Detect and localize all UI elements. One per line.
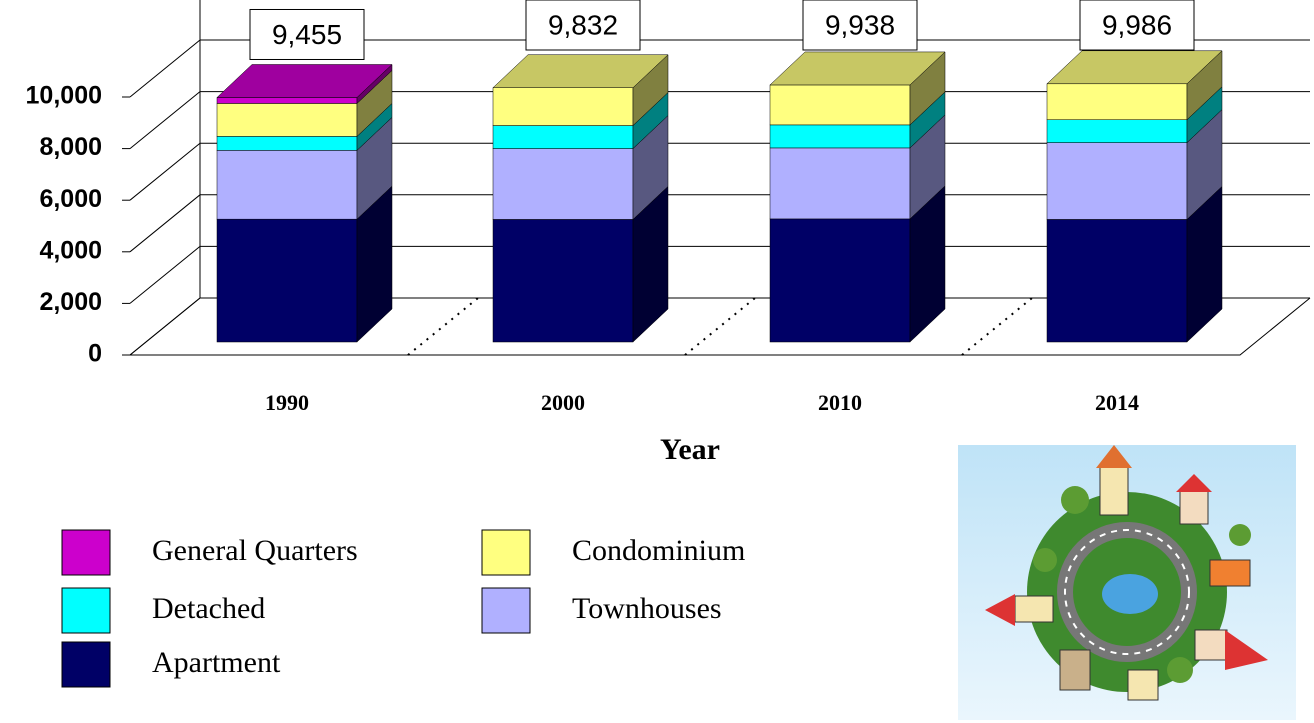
bar-segment (216, 218, 358, 343)
bar-top (492, 54, 669, 88)
bar-segment (492, 125, 634, 149)
bar-segment (216, 97, 358, 104)
total-box (249, 8, 365, 60)
plot: 0 2,000 4,000 6,000 8,000 10,000 1990 9,455 2000… (26, 0, 1311, 688)
bar-segment (1046, 83, 1188, 120)
bar-segment (492, 219, 634, 343)
legend-swatch (61, 641, 111, 688)
y-tick-label: 8,000 (39, 133, 102, 161)
legend-swatch (61, 587, 111, 634)
wall-outline (129, 0, 201, 356)
floor-divider (961, 297, 1033, 356)
bar-top (769, 51, 946, 86)
legend-label: Townhouses (572, 592, 722, 625)
y-tick-label: 2,000 (39, 288, 102, 316)
bar-segment (216, 136, 358, 151)
y-tick-label: 10,000 (26, 82, 102, 110)
legend-label: General Quarters (152, 534, 358, 567)
legend-label: Condominium (572, 534, 745, 567)
x-tick-label: 2000 (541, 390, 585, 415)
legend-swatch (61, 529, 111, 576)
bar-segment (769, 124, 911, 149)
legend-label: Detached (152, 592, 265, 625)
x-tick-label: 1990 (265, 390, 309, 415)
legend-swatch (481, 587, 531, 634)
bar-segment (1046, 219, 1188, 343)
total-box (1079, 0, 1195, 51)
y-tick-label: 4,000 (39, 236, 102, 264)
bar-segment (216, 103, 358, 137)
bar-segment (769, 218, 911, 343)
floor-divider (407, 297, 479, 356)
bar-segment (492, 87, 634, 126)
total-label: 9,986 (1102, 9, 1172, 40)
y-tick-label: 0 (88, 340, 102, 368)
bar-segment (1046, 119, 1188, 143)
x-axis-label: Year (660, 433, 720, 466)
bar-segment (769, 84, 911, 126)
illustration (958, 445, 1296, 720)
bar-segment (492, 148, 634, 220)
grid-line (129, 39, 1310, 98)
legend-swatch (481, 529, 531, 576)
y-tick-label: 6,000 (39, 185, 102, 213)
total-label: 9,455 (272, 19, 342, 50)
total-label: 9,832 (548, 9, 618, 40)
bar-top (1046, 50, 1223, 85)
bar-segment (769, 147, 911, 220)
floor-divider (684, 297, 756, 356)
total-label: 9,938 (825, 9, 895, 40)
total-box (802, 0, 918, 51)
floor-outline (130, 297, 1311, 356)
x-tick-label: 2010 (818, 390, 862, 415)
legend-label: Apartment (152, 646, 281, 679)
x-tick-label: 2014 (1095, 390, 1139, 415)
bar-segment (216, 150, 358, 220)
bar-segment (1046, 142, 1188, 220)
total-box (525, 0, 641, 51)
bar-top (216, 64, 393, 98)
